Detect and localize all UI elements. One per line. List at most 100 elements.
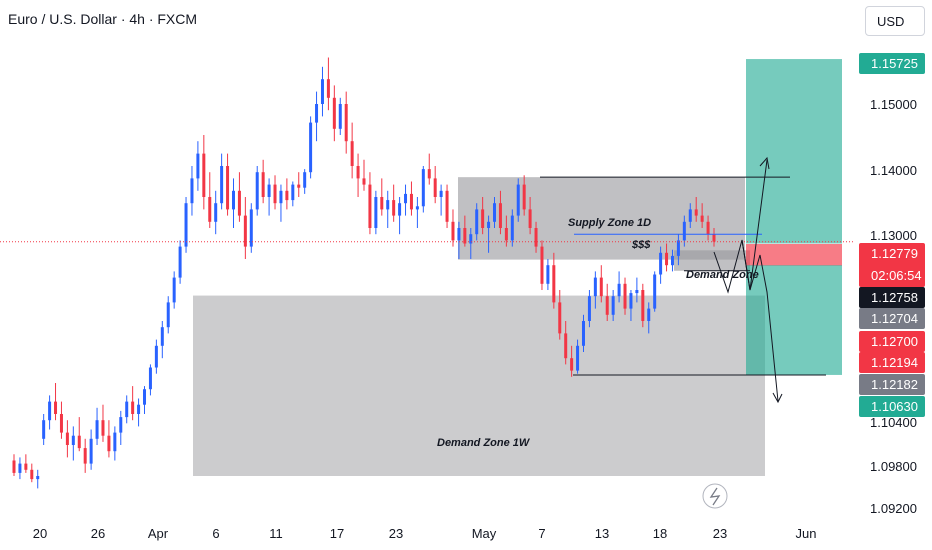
price-tag-label: 1.12779: [871, 246, 918, 261]
candle-body: [59, 414, 63, 433]
candle-body: [635, 290, 639, 294]
candle-body: [231, 190, 235, 210]
candle-body: [534, 228, 538, 247]
time-axis-label: 18: [653, 526, 667, 541]
candle-body: [694, 209, 698, 216]
candle-body: [522, 184, 526, 210]
price-axis-label: 1.10400: [870, 415, 917, 430]
zone-1: [674, 250, 750, 271]
candle-body: [119, 417, 123, 433]
candle-body: [546, 265, 550, 284]
candle-body: [587, 296, 591, 321]
zone-label-0: Supply Zone 1D: [568, 217, 651, 229]
candle-body: [629, 293, 633, 309]
zone-0: [458, 177, 745, 260]
candle-body: [415, 206, 419, 210]
price-countdown-label: 02:06:54: [871, 268, 922, 283]
candle-body: [356, 166, 360, 179]
candle-body: [647, 308, 651, 321]
candle-body: [36, 476, 40, 480]
candle-body: [184, 203, 188, 247]
candle-body: [24, 463, 28, 470]
candle-body: [712, 234, 716, 242]
candle-body: [653, 274, 657, 309]
time-axis-label: 20: [33, 526, 47, 541]
candle-body: [148, 367, 152, 390]
candle-body: [71, 435, 75, 445]
arrow-head-up: [759, 156, 770, 170]
time-axis-label: May: [472, 526, 497, 541]
candle-body: [682, 221, 686, 241]
zone-label-2: Demand Zone 1W: [437, 437, 531, 449]
candle-body: [243, 215, 247, 247]
candle-body: [178, 246, 182, 278]
candle-body: [617, 283, 621, 297]
price-tag-label: 1.12704: [871, 311, 918, 326]
candle-body: [386, 200, 390, 210]
candle-body: [540, 246, 544, 284]
candle-body: [498, 203, 502, 228]
candle-body: [404, 193, 408, 204]
candle-body: [83, 448, 87, 464]
liquidity-label: $$$: [631, 239, 651, 251]
candle-body: [154, 345, 158, 368]
time-axis-label: Apr: [148, 526, 169, 541]
candle-body: [113, 432, 117, 452]
candle-body: [581, 321, 585, 346]
candle-body: [510, 215, 514, 241]
candle-body: [42, 420, 46, 439]
candle-body: [570, 358, 574, 371]
candle-body: [220, 166, 224, 204]
candle-body: [564, 333, 568, 359]
time-axis-label: 26: [91, 526, 105, 541]
candlestick-series: [12, 57, 716, 489]
candle-body: [320, 79, 324, 104]
price-axis-label: 1.15000: [870, 97, 917, 112]
position-target-zone: [746, 59, 842, 244]
candle-body: [261, 172, 265, 197]
candle-body: [338, 104, 342, 129]
candle-body: [398, 203, 402, 216]
candle-body: [214, 203, 218, 222]
candle-body: [700, 215, 704, 222]
time-axis-label: 23: [713, 526, 727, 541]
arrow-head-down: [772, 392, 783, 404]
candle-body: [65, 432, 69, 445]
currency-button[interactable]: USD: [865, 6, 925, 36]
price-axis-label: 1.09200: [870, 501, 917, 516]
candle-body: [457, 228, 461, 241]
candle-body: [285, 190, 289, 201]
candle-body: [190, 178, 194, 204]
time-axis-label: Jun: [796, 526, 817, 541]
candle-body: [451, 221, 455, 241]
candle-body: [125, 401, 129, 418]
candle-body: [605, 296, 609, 315]
price-axis-label: 1.14000: [870, 163, 917, 178]
time-axis-label: 7: [538, 526, 545, 541]
candle-body: [344, 104, 348, 142]
candle-body: [475, 209, 479, 235]
candle-body: [18, 463, 22, 473]
candle-body: [291, 184, 295, 201]
candle-body: [487, 221, 491, 228]
candle-body: [670, 255, 674, 266]
candle-body: [131, 401, 135, 414]
candle-body: [255, 172, 259, 210]
candle-body: [445, 190, 449, 222]
candle-body: [623, 283, 627, 309]
candle-body: [160, 327, 164, 346]
candle-body: [599, 277, 603, 297]
projection-path-up: [741, 159, 768, 291]
price-tag-label: 1.10630: [871, 399, 918, 414]
price-tag: [859, 331, 925, 352]
candle-body: [166, 302, 170, 328]
candle-body: [665, 252, 669, 266]
candle-body: [392, 200, 396, 216]
candle-body: [706, 221, 710, 235]
time-axis: 20 26 Apr 6 11 17 23 May 7 13 18 23 Jun: [33, 526, 817, 541]
candle-body: [279, 190, 283, 204]
price-tag: [859, 287, 925, 308]
price-tag: [859, 243, 925, 287]
time-axis-label: 17: [330, 526, 344, 541]
